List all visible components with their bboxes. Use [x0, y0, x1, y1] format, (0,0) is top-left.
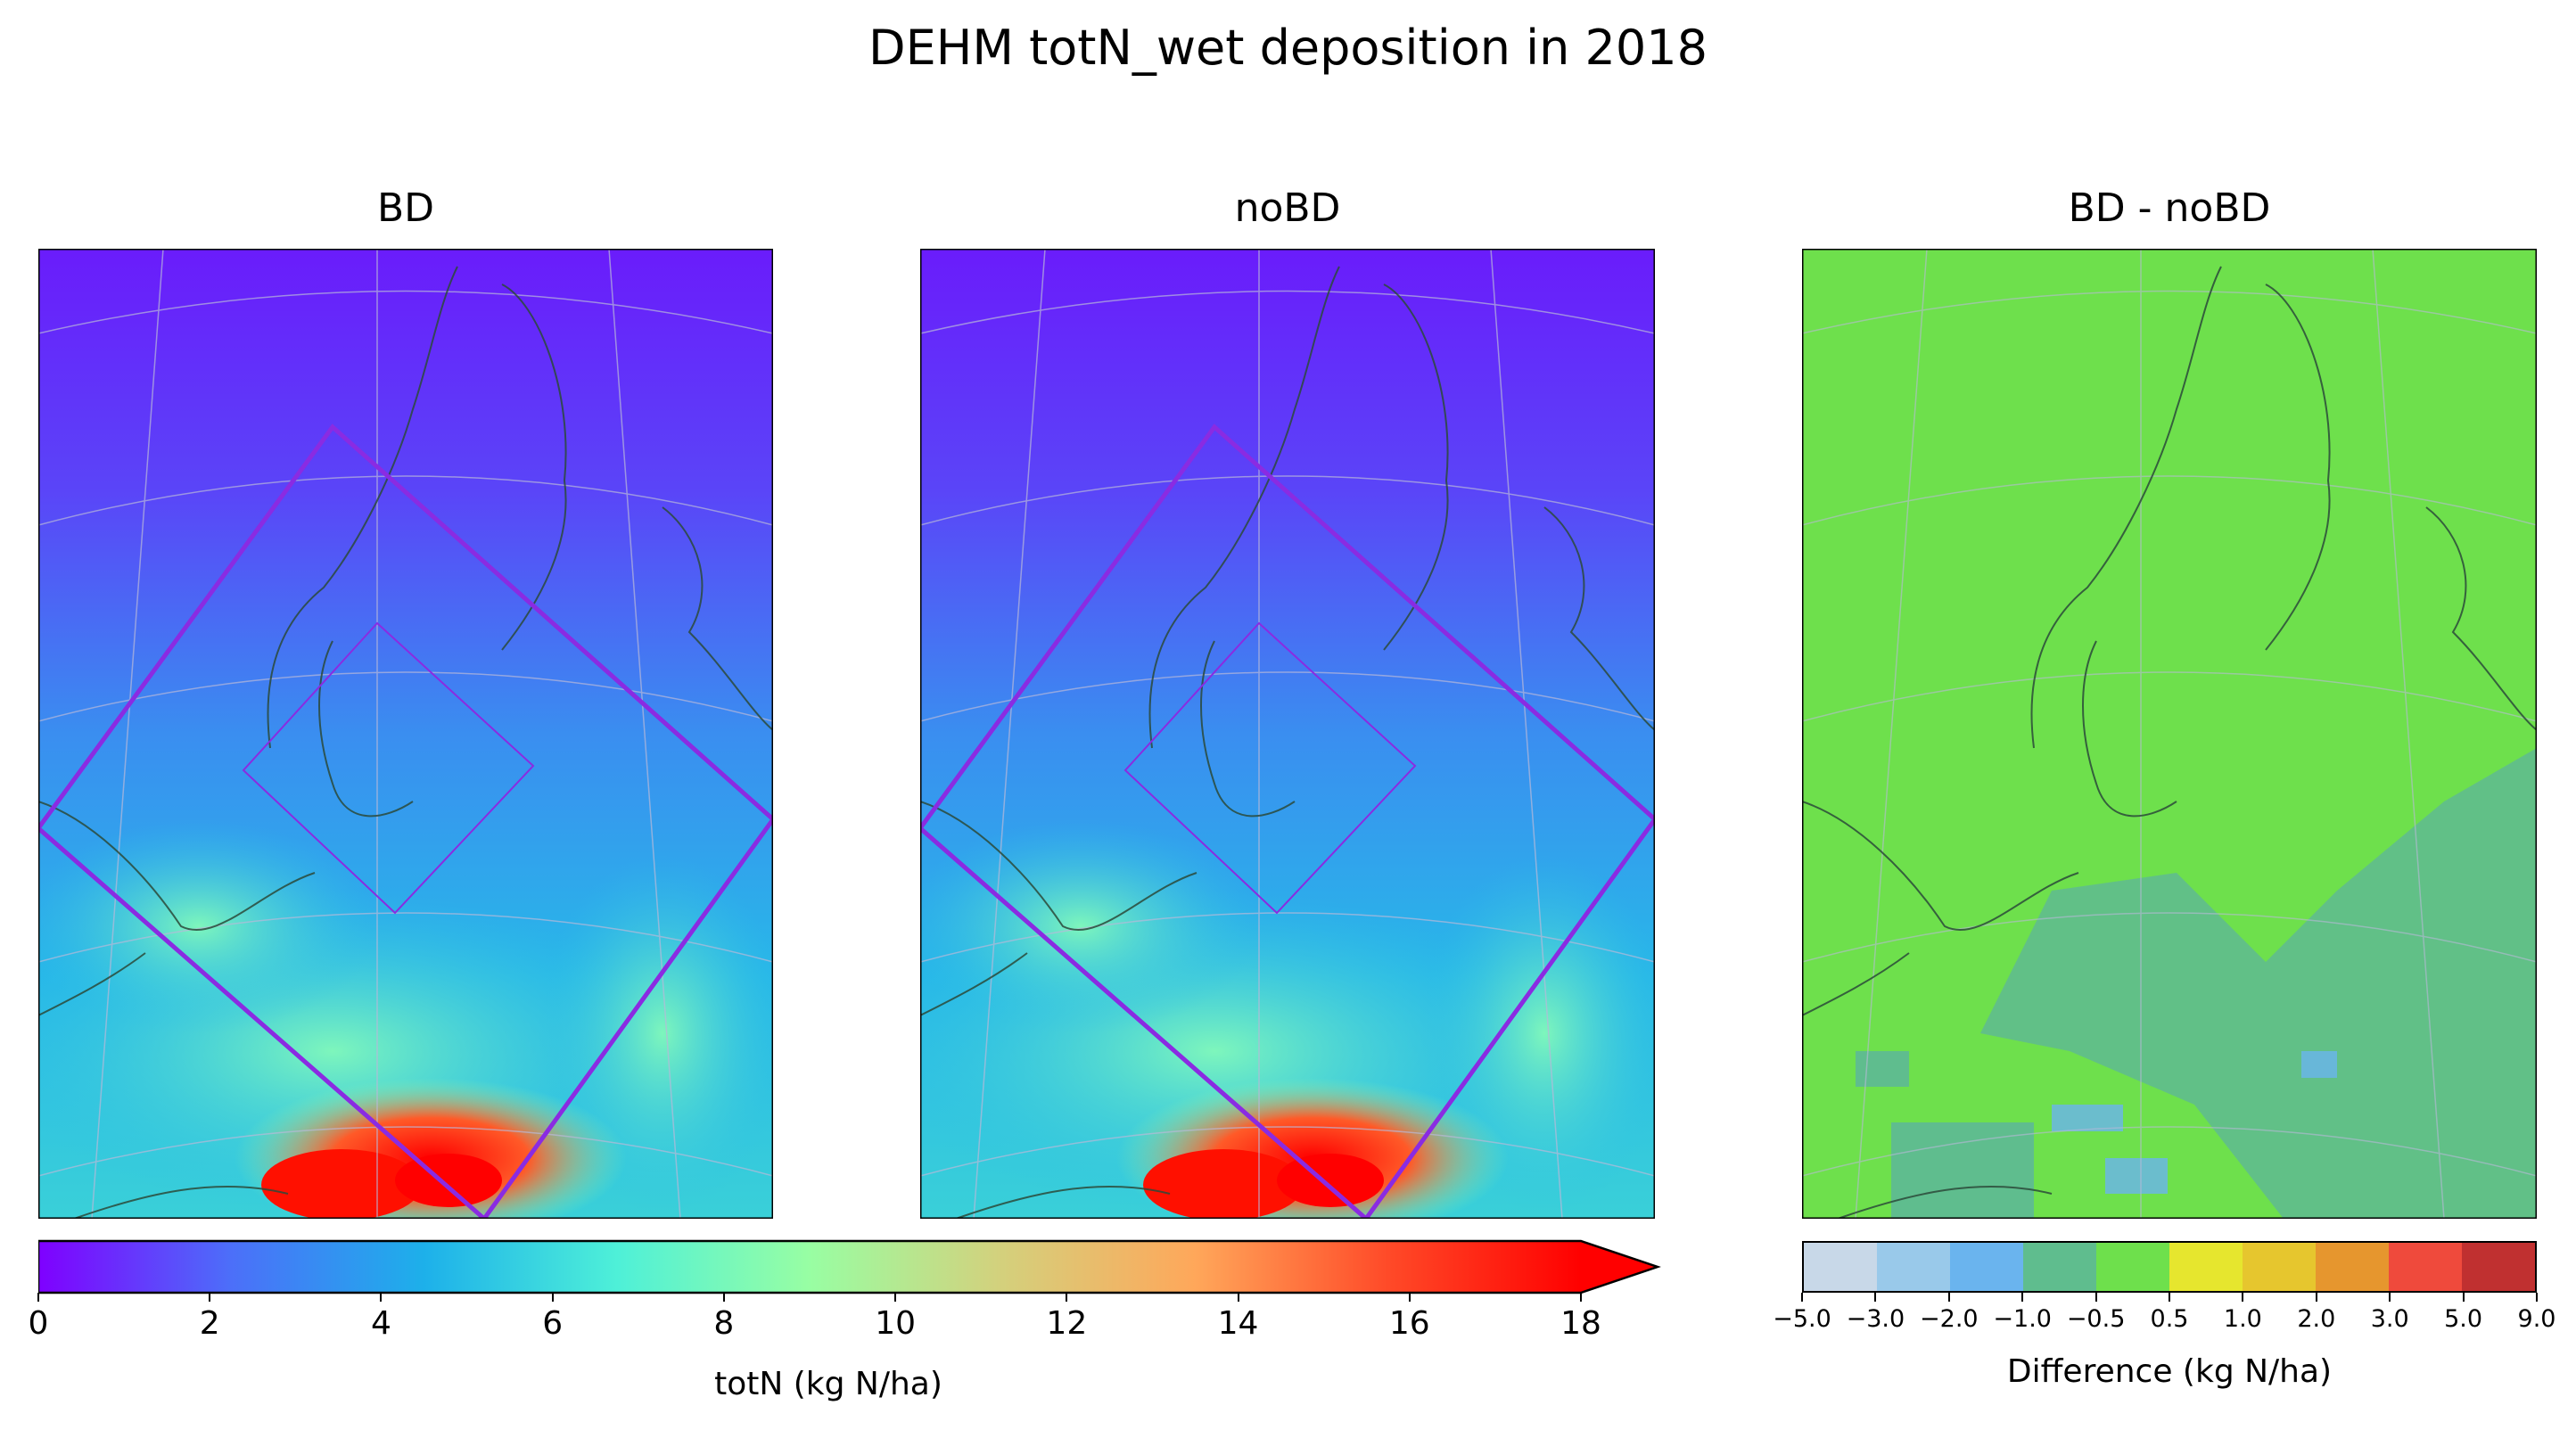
colorbar-difference [1802, 1241, 2537, 1293]
colorbar-totn-tick-label: 2 [199, 1305, 220, 1342]
colorbar-difference-tick-label: −2.0 [1920, 1305, 1979, 1333]
colorbar-totn-tick-mark [1580, 1293, 1582, 1302]
colorbar-totn-tick-label: 8 [713, 1305, 735, 1342]
colorbar-difference-tick-label: 0.5 [2150, 1305, 2189, 1333]
colorbar-difference-segment [2023, 1243, 2096, 1291]
panel-title-bd: BD [376, 185, 435, 231]
colorbar-totn-tick-mark [1237, 1293, 1239, 1302]
colorbar-difference-tick-mark [1801, 1293, 1803, 1302]
colorbar-totn-tick-mark [1408, 1293, 1411, 1302]
colorbar-difference-tick-mark [1874, 1293, 1877, 1302]
colorbar-difference-segment [1950, 1243, 2023, 1291]
colorbar-totn-tick-mark [551, 1293, 554, 1302]
colorbar-totn-tick-mark [380, 1293, 383, 1302]
colorbar-totn-tick-label: 6 [542, 1305, 564, 1342]
colorbar-difference-segment [2316, 1243, 2389, 1291]
colorbar-totn-tick-label: 16 [1388, 1305, 1430, 1342]
colorbar-totn-tick-label: 10 [875, 1305, 917, 1342]
colorbar-difference-tick-label: 5.0 [2444, 1305, 2483, 1333]
colorbar-difference-segment [2462, 1243, 2535, 1291]
colorbar-difference-tick-mark [2389, 1293, 2391, 1302]
panel-title-difference: BD - noBD [2068, 185, 2271, 231]
colorbar-difference-segment [2389, 1243, 2462, 1291]
colorbar-totn-tick-label: 14 [1217, 1305, 1259, 1342]
colorbar-difference-tick-label: 9.0 [2517, 1305, 2556, 1333]
colorbar-totn-tick-label: 4 [370, 1305, 391, 1342]
colorbar-difference-tick-label: 2.0 [2297, 1305, 2336, 1333]
colorbar-difference-segment [1804, 1243, 1877, 1291]
colorbar-difference-tick-label: −5.0 [1773, 1305, 1831, 1333]
figure-title: DEHM totN_wet deposition in 2018 [868, 20, 1708, 76]
colorbar-totn-label: totN (kg N/ha) [714, 1366, 942, 1402]
map-nobd [920, 249, 1655, 1219]
colorbar-difference-tick-mark [2242, 1293, 2244, 1302]
colorbar-totn-tick-label: 18 [1560, 1305, 1601, 1342]
panel-title-nobd: noBD [1234, 185, 1341, 231]
colorbar-difference-tick-label: 1.0 [2223, 1305, 2262, 1333]
colorbar-difference-tick-label: −3.0 [1846, 1305, 1905, 1333]
colorbar-difference-label: Difference (kg N/ha) [2006, 1353, 2333, 1390]
map-bd [38, 249, 773, 1219]
colorbar-difference-tick-label: −0.5 [2066, 1305, 2126, 1333]
colorbar-difference-tick-mark [2462, 1293, 2465, 1302]
colorbar-difference-segment [2243, 1243, 2316, 1291]
colorbar-difference-segment [1877, 1243, 1950, 1291]
colorbar-difference-tick-mark [2536, 1293, 2538, 1302]
colorbar-totn-tick-mark [37, 1293, 39, 1302]
colorbar-difference-tick-mark [2021, 1293, 2024, 1302]
colorbar-totn-tick-label: 12 [1046, 1305, 1088, 1342]
map-difference [1802, 249, 2537, 1219]
colorbar-totn-tick-mark [1066, 1293, 1068, 1302]
colorbar-difference-tick-label: −1.0 [1993, 1305, 2052, 1333]
colorbar-difference-segment [2169, 1243, 2243, 1291]
colorbar-totn-tick-label: 0 [28, 1305, 49, 1342]
colorbar-difference-tick-mark [2315, 1293, 2317, 1302]
colorbar-totn-tick-mark [209, 1293, 211, 1302]
colorbar-totn-tick-mark [894, 1293, 897, 1302]
colorbar-totn [38, 1239, 1661, 1294]
colorbar-difference-segment [2096, 1243, 2169, 1291]
colorbar-difference-tick-label: 3.0 [2370, 1305, 2409, 1333]
colorbar-difference-tick-mark [1947, 1293, 1950, 1302]
colorbar-difference-tick-mark [2095, 1293, 2097, 1302]
colorbar-totn-tick-mark [722, 1293, 725, 1302]
colorbar-difference-tick-mark [2169, 1293, 2170, 1302]
